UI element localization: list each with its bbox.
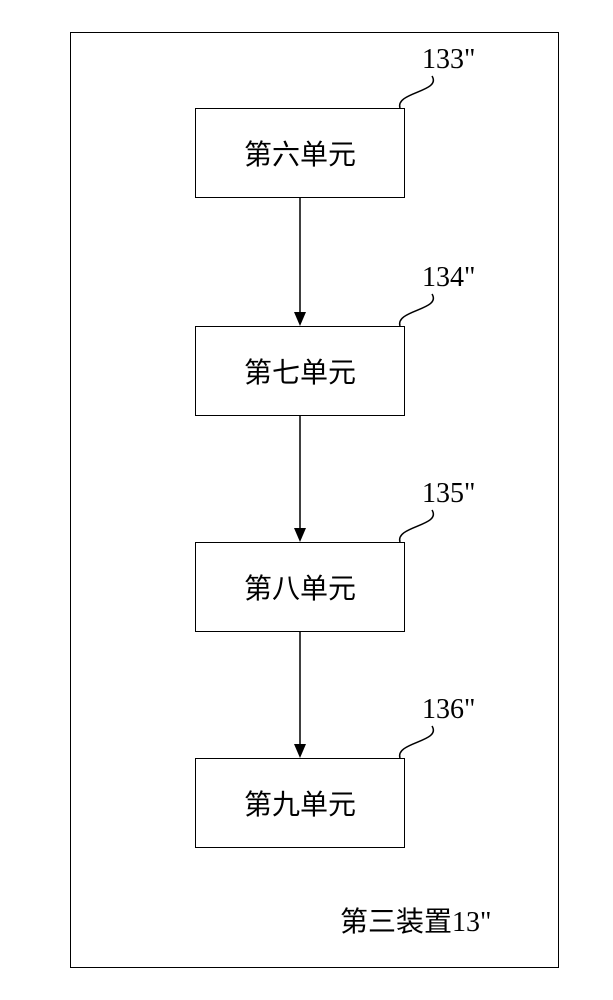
diagram-caption: 第三装置13" bbox=[340, 900, 491, 940]
flow-node-7: 第七单元 bbox=[195, 326, 405, 416]
ref-label-135: 135" bbox=[422, 478, 475, 510]
ref-label-133: 133" bbox=[422, 44, 475, 76]
flow-node-8: 第八单元 bbox=[195, 542, 405, 632]
flow-node-7-label: 第七单元 bbox=[244, 351, 356, 391]
diagram-canvas: 第六单元 第七单元 第八单元 第九单元 133" 134" 135" 136" … bbox=[0, 0, 613, 1000]
flow-node-9-label: 第九单元 bbox=[244, 783, 356, 823]
ref-label-136: 136" bbox=[422, 694, 475, 726]
ref-label-134: 134" bbox=[422, 262, 475, 294]
flow-node-9: 第九单元 bbox=[195, 758, 405, 848]
flow-node-6-label: 第六单元 bbox=[244, 133, 356, 173]
flow-node-6: 第六单元 bbox=[195, 108, 405, 198]
flow-node-8-label: 第八单元 bbox=[244, 567, 356, 607]
